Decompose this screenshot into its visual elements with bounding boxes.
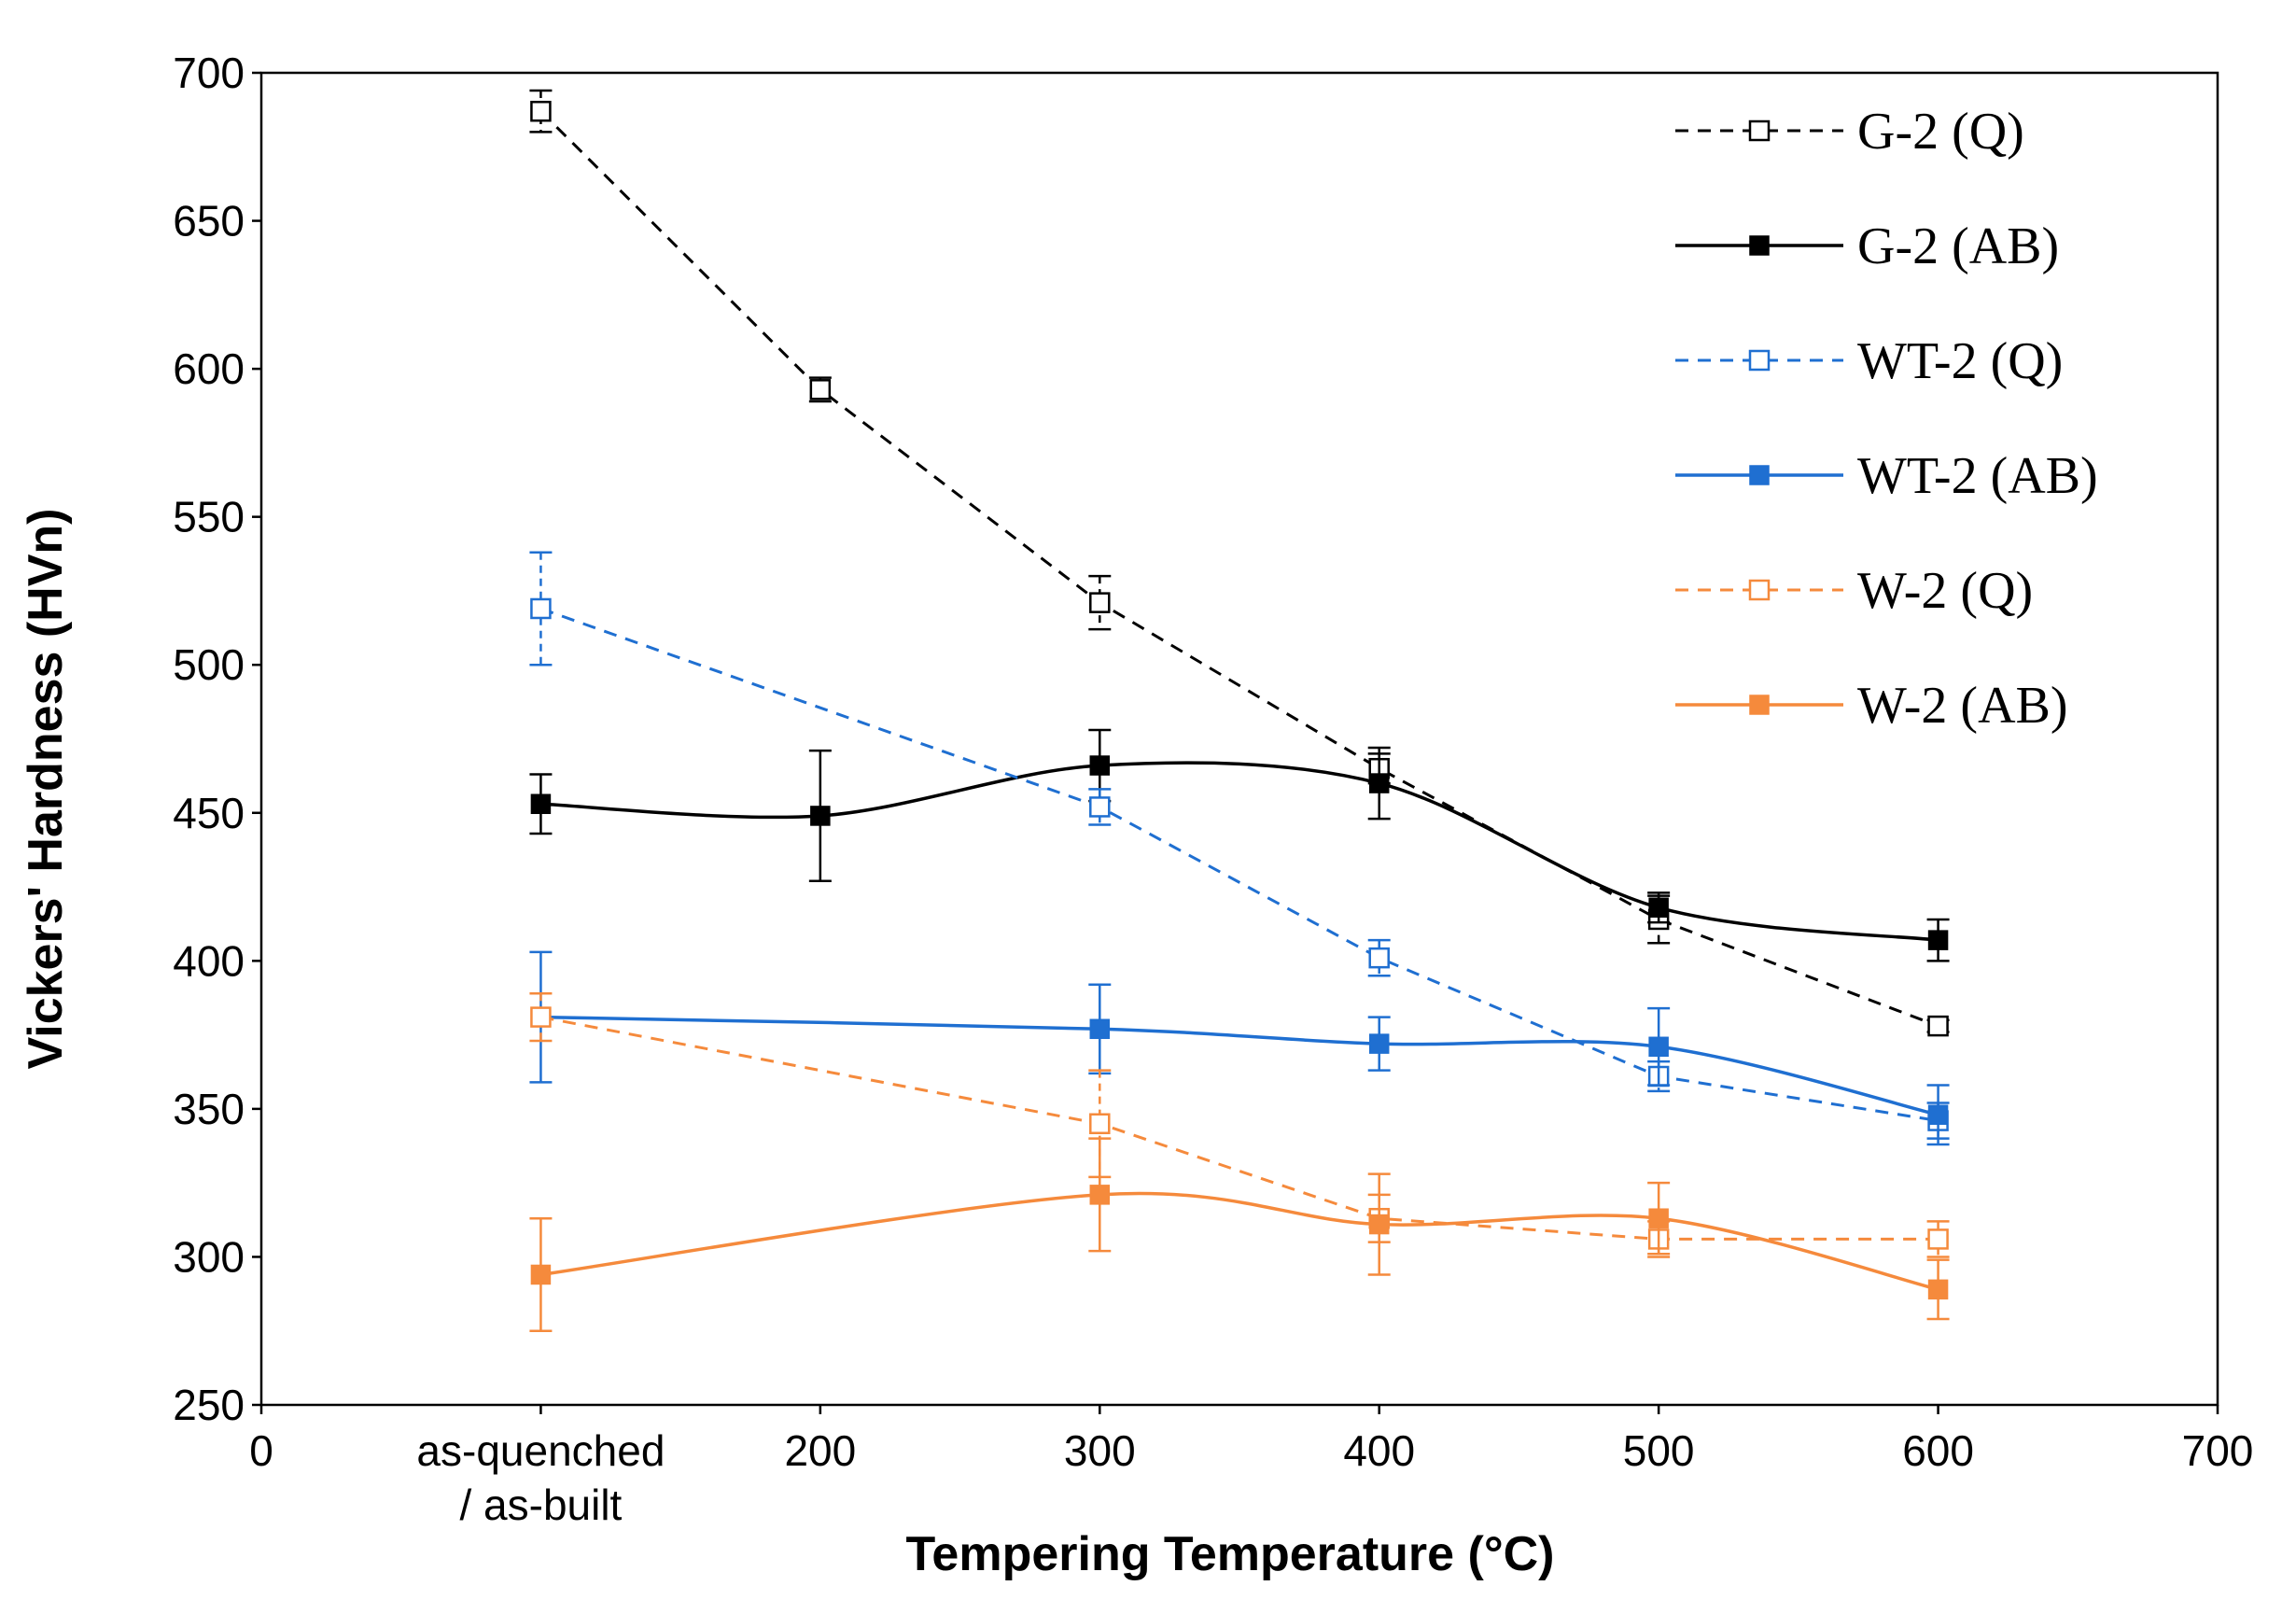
plot-frame (259, 71, 2219, 1407)
y-tick-label: 650 (173, 197, 245, 246)
legend-marker (1749, 465, 1770, 485)
data-point (530, 793, 552, 815)
legend-label: W-2 (Q) (1857, 562, 2033, 620)
data-point (530, 597, 552, 620)
x-tick-label: 200 (784, 1426, 856, 1475)
data-point (810, 806, 831, 826)
legend-marker (1749, 235, 1770, 256)
x-tick-label: 600 (1902, 1426, 1974, 1475)
series-line-g-2-q (539, 110, 1939, 1028)
data-point (1648, 1208, 1669, 1228)
data-point (1927, 1015, 1949, 1037)
y-tick-label: 600 (173, 344, 245, 393)
data-point (1089, 755, 1111, 776)
y-tick-label: 350 (173, 1085, 245, 1133)
legend-item-g-2-ab: G-2 (AB) (1675, 218, 2059, 275)
legend-marker (1748, 579, 1771, 601)
data-point (1648, 897, 1669, 919)
series-w-2-ab (529, 1137, 1950, 1332)
y-tick-label: 500 (173, 640, 245, 689)
data-point (1368, 1214, 1390, 1235)
data-point (1368, 773, 1390, 793)
data-point (1089, 1185, 1111, 1205)
data-point (1927, 1104, 1949, 1125)
y-axis-title: Vickers' Hardness (HVn) (19, 509, 73, 1070)
data-point (1927, 930, 1949, 950)
x-tick-label: 500 (1623, 1426, 1695, 1475)
axes: 250 300 350 400 450 500 550 600 650 700 0 as-quench… (173, 49, 2253, 1529)
x-tick-label: 700 (2182, 1426, 2254, 1475)
data-point (1089, 1018, 1111, 1040)
data-point (530, 100, 552, 122)
legend-marker (1748, 349, 1771, 372)
legend-marker (1748, 119, 1771, 142)
legend-label: W-2 (AB) (1857, 677, 2068, 735)
data-point (809, 379, 832, 400)
data-point (530, 1264, 552, 1285)
series-wt-2-q (529, 551, 1950, 1140)
data-point (1927, 1228, 1949, 1250)
legend-label: WT-2 (Q) (1857, 332, 2063, 390)
data-point (1089, 592, 1111, 613)
y-tick-label: 450 (173, 789, 245, 837)
legend-item-w-2-ab: W-2 (AB) (1675, 677, 2068, 735)
legend-item-wt-2-q: WT-2 (Q) (1675, 332, 2063, 390)
data-point (1368, 947, 1390, 969)
series-line-wt-2-q (539, 607, 1939, 1123)
y-tick-label: 400 (173, 936, 245, 985)
y-tick-label: 550 (173, 493, 245, 541)
y-tick-label: 300 (173, 1232, 245, 1281)
legend-marker (1749, 695, 1770, 715)
series-wt-2-ab (529, 950, 1950, 1146)
legend: G-2 (Q) G-2 (AB) WT-2 (Q) WT-2 (AB) W-2 (Q) W… (1675, 103, 2098, 735)
series-line-w-2-ab (540, 1191, 1939, 1292)
legend-item-w-2-q: W-2 (Q) (1675, 562, 2033, 620)
x-tick-label: 0 (249, 1426, 273, 1475)
legend-label: G-2 (AB) (1857, 218, 2059, 275)
legend-label: WT-2 (AB) (1857, 447, 2098, 505)
data-point (530, 1006, 552, 1028)
plot-series (529, 89, 1950, 1332)
series-w-2-q (529, 991, 1950, 1258)
series-line-wt-2-ab (540, 1015, 1939, 1116)
series-line-w-2-q (540, 1016, 1939, 1241)
x-tick-label: 400 (1343, 1426, 1415, 1475)
y-tick-label: 700 (173, 49, 245, 97)
data-point (1927, 1279, 1949, 1300)
data-point (1368, 1033, 1390, 1054)
x-tick-label: as-quenched / as-built (416, 1426, 665, 1529)
data-point (1648, 1036, 1669, 1058)
data-point (1089, 796, 1111, 818)
x-tick-label: 300 (1064, 1426, 1136, 1475)
y-tick-label: 250 (173, 1381, 245, 1429)
series-line-g-2-ab (540, 761, 1939, 942)
series-g-2-ab (529, 728, 1950, 962)
legend-label: G-2 (Q) (1857, 103, 2024, 161)
series-g-2-q (529, 89, 1950, 1037)
legend-item-wt-2-ab: WT-2 (AB) (1675, 447, 2098, 505)
legend-item-g-2-q: G-2 (Q) (1675, 103, 2024, 161)
x-axis-title: Tempering Temperature (°C) (906, 1527, 1555, 1581)
data-point (1089, 1113, 1111, 1134)
